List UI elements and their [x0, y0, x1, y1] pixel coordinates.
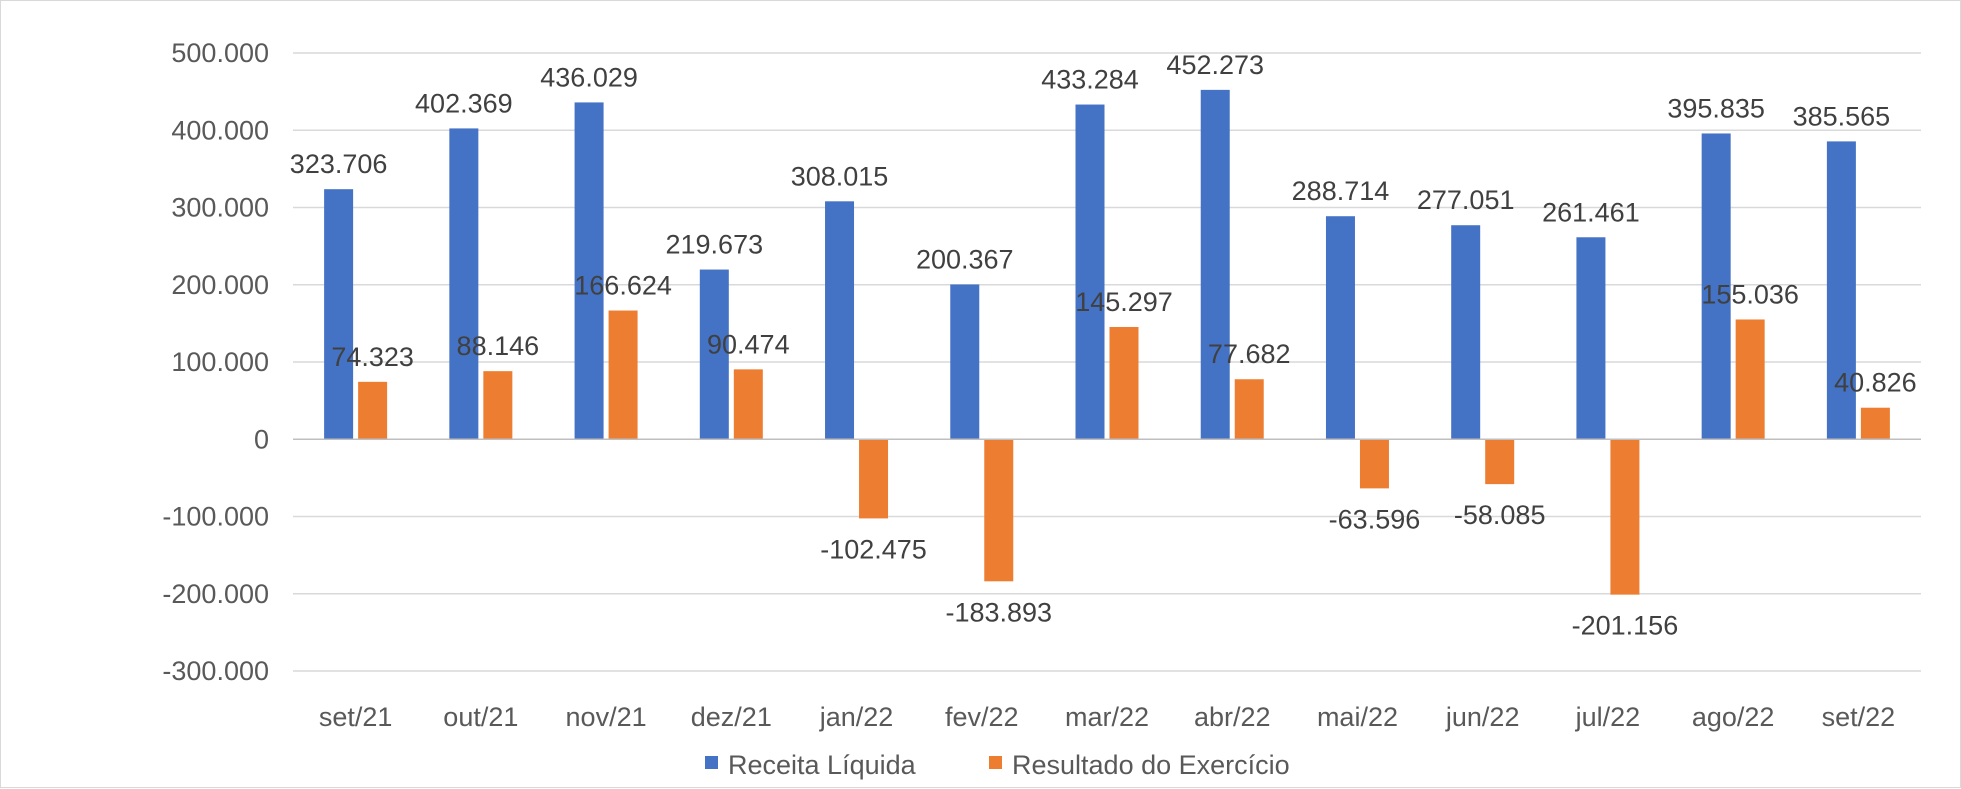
bar-resultado [1610, 439, 1640, 595]
x-tick-label: nov/21 [566, 702, 647, 732]
y-tick-label: 200.000 [171, 270, 269, 300]
bar-receita [1701, 133, 1731, 440]
bar-resultado [1234, 379, 1264, 440]
legend: Receita Líquida Resultado do Exercício [705, 750, 1290, 780]
legend-label-resultado: Resultado do Exercício [1012, 750, 1290, 780]
y-tick-label: -300.000 [162, 656, 269, 686]
bar-receita [449, 128, 479, 440]
x-tick-label: jul/22 [1575, 702, 1641, 732]
bar-resultado [859, 439, 889, 519]
bar-resultado [733, 369, 763, 440]
data-label-receita: 219.673 [666, 230, 764, 260]
x-tick-label: set/21 [319, 702, 393, 732]
data-label-resultado: 74.323 [331, 342, 414, 372]
bar-receita [699, 269, 729, 440]
y-tick-label: 400.000 [171, 115, 269, 145]
data-label-resultado: 90.474 [707, 329, 790, 359]
bar-receita [1325, 216, 1355, 440]
y-tick-label: 300.000 [171, 193, 269, 223]
bar-receita [1826, 141, 1856, 440]
bar-resultado [1109, 327, 1139, 440]
data-label-resultado: -58.085 [1454, 500, 1546, 530]
bar-resultado [1860, 407, 1890, 440]
bar-resultado [984, 439, 1014, 582]
data-label-receita: 323.706 [290, 149, 388, 179]
x-axis: set/21 out/21 nov/21 dez/21 jan/22 fev/22 mar/… [293, 438, 1921, 732]
data-label-resultado: 40.826 [1834, 368, 1917, 398]
y-tick-label: 500.000 [171, 38, 269, 68]
data-label-resultado: 155.036 [1701, 279, 1799, 309]
bar-resultado [608, 310, 638, 440]
x-tick-label: out/21 [443, 702, 518, 732]
legend-swatch-receita [705, 756, 718, 769]
data-label-resultado: -102.475 [820, 534, 927, 564]
bar-receita [1576, 237, 1606, 440]
data-label-receita: 308.015 [791, 161, 889, 191]
x-tick-label: mar/22 [1065, 702, 1149, 732]
legend-swatch-resultado [989, 756, 1002, 769]
data-labels: 323.706 74.323 402.369 88.146 436.029 166.624… [290, 50, 1917, 641]
bar-receita [574, 102, 604, 440]
y-tick-label: -200.000 [162, 579, 269, 609]
x-tick-label: ago/22 [1692, 702, 1775, 732]
data-label-receita: 395.835 [1667, 93, 1765, 123]
legend-label-receita: Receita Líquida [728, 750, 917, 780]
bar-resultado [1359, 439, 1389, 489]
x-tick-label: dez/21 [691, 702, 772, 732]
data-label-resultado: -183.893 [945, 597, 1052, 627]
data-label-receita: 433.284 [1041, 65, 1139, 95]
bar-receita [950, 284, 980, 440]
bar-resultado [1735, 319, 1765, 440]
data-label-receita: 288.714 [1292, 176, 1390, 206]
data-label-receita: 200.367 [916, 244, 1014, 274]
y-tick-label: 0 [254, 424, 269, 454]
bar-resultado [358, 381, 388, 440]
x-tick-label: jan/22 [819, 702, 894, 732]
bar-resultado [1485, 439, 1515, 485]
bar-receita [825, 201, 855, 440]
data-label-receita: 277.051 [1417, 185, 1515, 215]
data-label-receita: 385.565 [1793, 101, 1891, 131]
x-tick-label: set/22 [1822, 702, 1896, 732]
bar-receita [324, 189, 354, 440]
data-label-receita: 402.369 [415, 88, 513, 118]
bar-receita [1451, 225, 1481, 440]
x-tick-label: fev/22 [945, 702, 1019, 732]
x-tick-label: abr/22 [1194, 702, 1271, 732]
x-tick-label: mai/22 [1317, 702, 1398, 732]
bar-receita [1200, 89, 1230, 440]
data-label-resultado: -63.596 [1329, 504, 1421, 534]
data-label-receita: 261.461 [1542, 197, 1640, 227]
bars [324, 89, 1890, 595]
y-tick-label: 100.000 [171, 347, 269, 377]
data-label-resultado: 77.682 [1208, 339, 1291, 369]
bar-receita [1075, 104, 1105, 440]
x-tick-label: jun/22 [1445, 702, 1520, 732]
y-axis: 500.000 400.000 300.000 200.000 100.000 0 -100… [162, 38, 269, 686]
data-label-resultado: 166.624 [574, 271, 672, 301]
data-label-resultado: 88.146 [457, 331, 540, 361]
data-label-receita: 436.029 [540, 62, 638, 92]
bar-resultado [483, 371, 513, 440]
data-label-receita: 452.273 [1166, 50, 1264, 80]
data-label-resultado: -201.156 [1572, 611, 1679, 641]
data-label-resultado: 145.297 [1075, 287, 1173, 317]
gridlines [293, 52, 1921, 672]
y-tick-label: -100.000 [162, 502, 269, 532]
